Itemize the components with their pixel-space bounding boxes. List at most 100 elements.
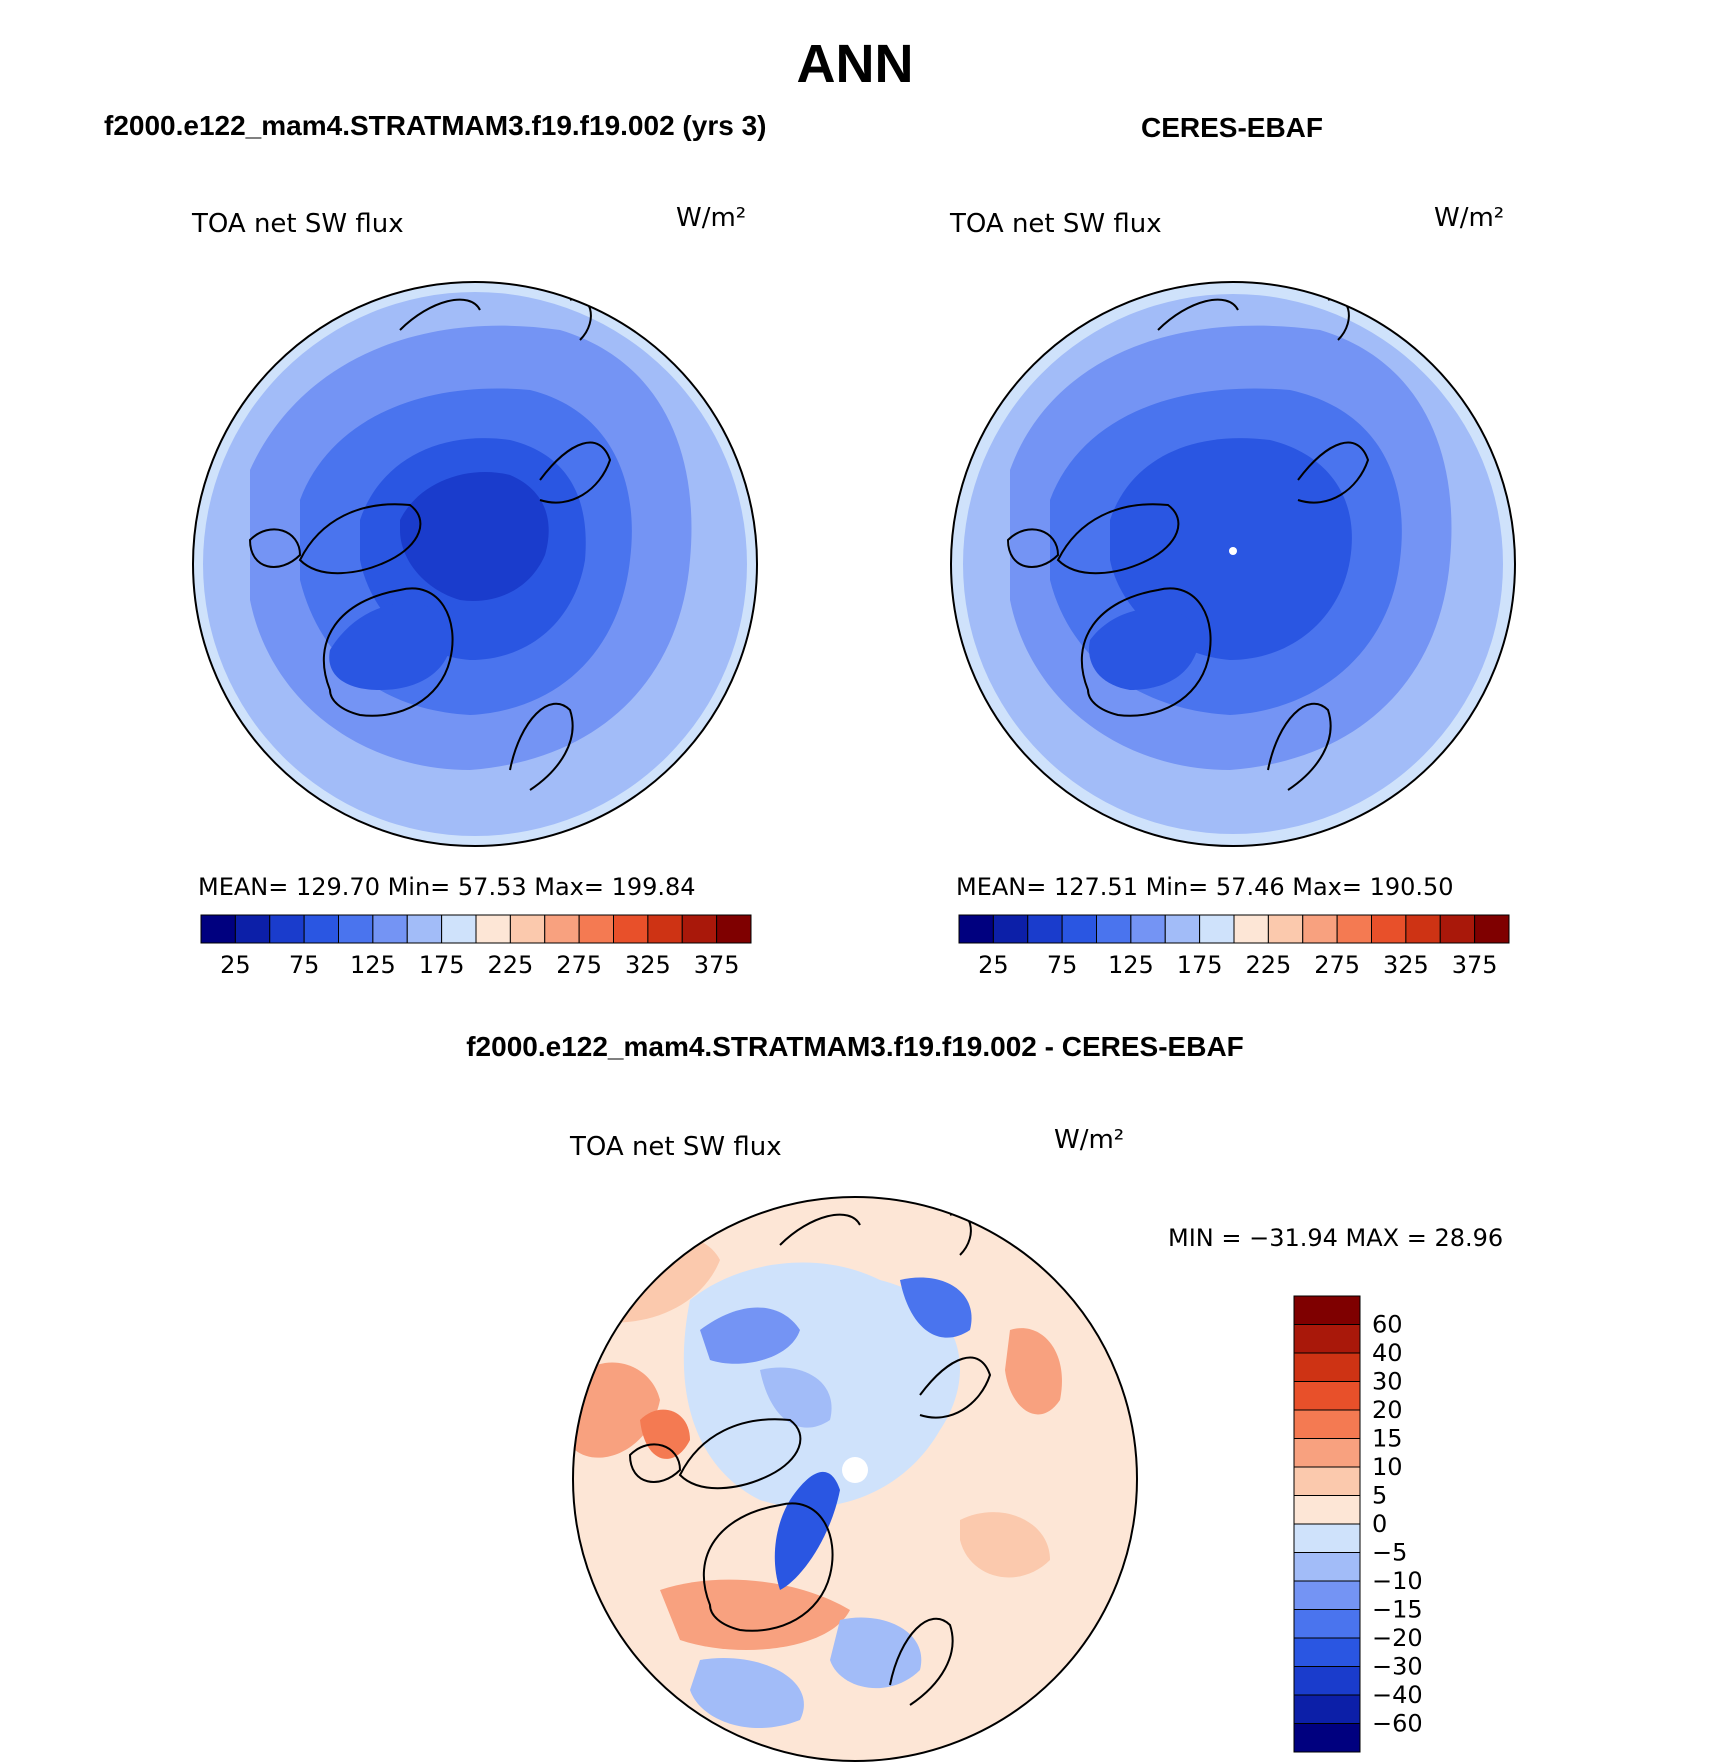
model-colorbar-swatch <box>647 914 683 944</box>
diff-map-border <box>572 1196 1138 1762</box>
obs-colorbar-swatch <box>1061 914 1097 944</box>
diff-colorbar-swatch <box>1293 1466 1361 1496</box>
model-colorbar-tick-label: 125 <box>350 951 396 979</box>
diff-colorbar-tick-label: 0 <box>1372 1510 1387 1538</box>
diff-colorbar-swatch <box>1293 1580 1361 1610</box>
model-map <box>193 282 757 846</box>
model-colorbar-swatch <box>372 914 408 944</box>
obs-colorbar-tick-label: 325 <box>1383 951 1429 979</box>
diff-colorbar-tick-label: 20 <box>1372 1396 1403 1424</box>
model-colorbar-tick-label: 75 <box>289 951 320 979</box>
model-case-title: f2000.e122_mam4.STRATMAM3.f19.f19.002 (y… <box>104 110 766 141</box>
diff-colorbar-swatch <box>1293 1381 1361 1411</box>
diff-colorbar-swatch <box>1293 1552 1361 1582</box>
diff-panel: TOA net SW flux W/m² MIN = −31.94 MAX = … <box>569 1125 1503 1762</box>
diff-colorbar-swatch <box>1293 1295 1361 1325</box>
diff-colorbar-tick-label: −60 <box>1372 1710 1423 1738</box>
diff-colorbar-tick-label: −15 <box>1372 1596 1423 1624</box>
model-colorbar-tick-label: 375 <box>694 951 740 979</box>
diff-colorbar-swatch <box>1293 1609 1361 1639</box>
model-colorbar-swatch <box>681 914 718 944</box>
model-variable-label: TOA net SW flux <box>191 209 404 239</box>
model-units-label: W/m² <box>676 203 746 233</box>
obs-colorbar-swatch <box>1439 914 1476 944</box>
model-colorbar-swatch <box>269 914 305 944</box>
diff-colorbar-tick-label: 5 <box>1372 1482 1387 1510</box>
obs-colorbar-swatch <box>1199 914 1235 944</box>
obs-colorbar-swatch <box>1474 914 1510 944</box>
diff-coastlines <box>628 1212 992 1706</box>
diff-colorbar-swatch <box>1293 1438 1361 1468</box>
diff-colorbar-swatch <box>1293 1694 1361 1724</box>
diff-colorbar-swatch <box>1293 1666 1361 1696</box>
diff-stats: MIN = −31.94 MAX = 28.96 <box>1168 1224 1503 1252</box>
obs-colorbar-swatch <box>1233 914 1269 944</box>
obs-colorbar-tick-label: 175 <box>1177 951 1223 979</box>
model-colorbar-tick-label: 25 <box>220 951 251 979</box>
diff-colorbar-swatch <box>1293 1723 1361 1753</box>
obs-map-border <box>950 281 1516 847</box>
obs-variable-label: TOA net SW flux <box>949 209 1162 239</box>
figure-title: ANN <box>797 34 914 94</box>
obs-colorbar-swatch <box>1302 914 1338 944</box>
model-colorbar-swatch <box>578 914 614 944</box>
obs-colorbar-swatch <box>1027 914 1063 944</box>
model-colorbar-swatch <box>613 914 649 944</box>
obs-colorbar-swatch <box>1371 914 1407 944</box>
obs-colorbar: 25 75 125 175 225 275 325 375 <box>958 914 1510 979</box>
obs-colorbar-swatch <box>1267 914 1304 944</box>
model-colorbar-tick-label: 325 <box>625 951 671 979</box>
obs-colorbar-tick-label: 275 <box>1314 951 1360 979</box>
diff-colorbar-tick-label: 60 <box>1372 1311 1403 1339</box>
diff-colorbar-tick-label: −20 <box>1372 1624 1423 1652</box>
model-colorbar-swatch <box>544 914 580 944</box>
diff-colorbar-tick-label: −10 <box>1372 1567 1423 1595</box>
obs-colorbar-swatch <box>958 914 994 944</box>
obs-colorbar-swatch <box>992 914 1029 944</box>
diff-colorbar-tick-label: −40 <box>1372 1681 1423 1709</box>
diff-colorbar-tick-label: −5 <box>1372 1539 1407 1567</box>
model-colorbar-swatch <box>200 914 236 944</box>
diff-colorbar-swatch <box>1293 1495 1361 1525</box>
model-map-border <box>192 281 758 847</box>
obs-colorbar-tick-label: 225 <box>1245 951 1291 979</box>
model-colorbar-swatch <box>509 914 546 944</box>
diff-colorbar-swatch <box>1293 1637 1361 1667</box>
obs-colorbar-swatch <box>1405 914 1441 944</box>
model-colorbar-swatch <box>338 914 374 944</box>
obs-colorbar-tick-label: 375 <box>1452 951 1498 979</box>
obs-colorbar-swatch <box>1164 914 1201 944</box>
model-colorbar: 25 75 125 175 225 275 325 375 <box>200 914 752 979</box>
diff-units-label: W/m² <box>1054 1125 1124 1155</box>
obs-colorbar-tick-label: 125 <box>1108 951 1154 979</box>
diff-colorbar-tick-label: −30 <box>1372 1653 1423 1681</box>
obs-colorbar-tick-label: 25 <box>978 951 1009 979</box>
model-colorbar-tick-label: 275 <box>556 951 602 979</box>
model-colorbar-swatch <box>441 914 477 944</box>
model-coastlines <box>248 297 612 791</box>
diff-variable-label: TOA net SW flux <box>569 1132 782 1162</box>
model-colorbar-swatch <box>406 914 443 944</box>
diff-colorbar-tick-label: 30 <box>1372 1368 1403 1396</box>
diff-colorbar-swatch <box>1293 1324 1361 1354</box>
model-panel: TOA net SW flux W/m² MEAN= 129.70 Min= 5… <box>191 203 758 979</box>
obs-colorbar-swatch <box>1096 914 1132 944</box>
diff-colorbar-tick-label: 40 <box>1372 1339 1403 1367</box>
model-colorbar-swatch <box>303 914 339 944</box>
obs-coastlines <box>1006 297 1370 791</box>
model-colorbar-swatch <box>716 914 752 944</box>
model-colorbar-tick-label: 225 <box>487 951 533 979</box>
obs-case-title: CERES-EBAF <box>1141 112 1323 143</box>
model-stats: MEAN= 129.70 Min= 57.53 Max= 199.84 <box>198 873 696 901</box>
diff-colorbar-tick-label: 15 <box>1372 1425 1403 1453</box>
model-colorbar-tick-label: 175 <box>419 951 465 979</box>
obs-colorbar-swatch <box>1130 914 1166 944</box>
obs-colorbar-swatch <box>1336 914 1372 944</box>
diff-colorbar-swatch <box>1293 1523 1361 1553</box>
obs-units-label: W/m² <box>1434 203 1504 233</box>
model-colorbar-swatch <box>475 914 511 944</box>
diff-colorbar-swatch <box>1293 1409 1361 1439</box>
obs-panel: TOA net SW flux W/m² MEAN= 127.51 Min= 5… <box>949 203 1516 979</box>
